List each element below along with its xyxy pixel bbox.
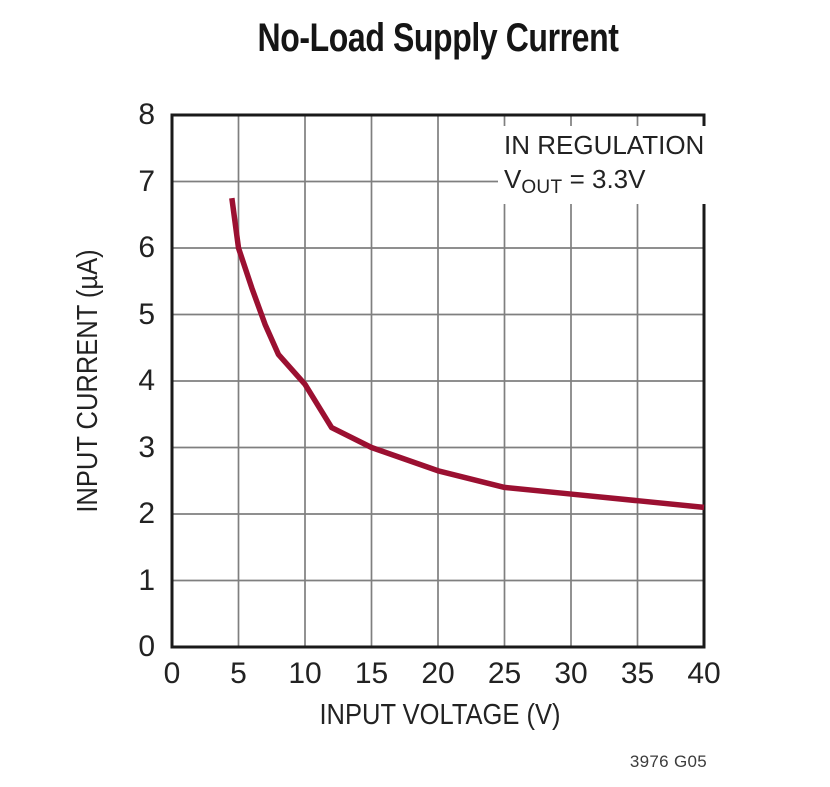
annotation-line-vout: VOUT = 3.3V [504, 162, 704, 200]
x-axis-label: INPUT VOLTAGE (V) [319, 699, 561, 731]
y-tick-label: 3 [138, 430, 155, 464]
supply-current-curve [229, 197, 705, 511]
y-tick-label: 0 [138, 630, 155, 663]
y-tick-label: 7 [138, 164, 155, 198]
y-tick-label: 6 [138, 231, 155, 264]
x-tick-label: 30 [554, 657, 588, 690]
x-tick-label: 0 [163, 657, 181, 690]
figure-code: 3976 G05 [629, 752, 707, 771]
annotation-box: IN REGULATION VOUT = 3.3V [498, 126, 713, 204]
vout-symbol: V [504, 164, 522, 194]
plot-frame [170, 113, 706, 649]
y-tick-label: 8 [138, 98, 155, 131]
chart-title: No-Load Supply Current [257, 16, 619, 60]
vout-subscript: OUT [521, 177, 563, 198]
y-tick-label: 2 [138, 497, 155, 530]
vout-value: = 3.3V [562, 164, 646, 194]
x-tick-label: 25 [487, 657, 522, 690]
y-tick-label: 5 [138, 297, 155, 331]
y-tick-label: 1 [138, 563, 155, 597]
x-tick-label: 5 [230, 657, 247, 690]
annotation-line-regulation: IN REGULATION [504, 130, 705, 160]
x-tick-label: 35 [620, 657, 655, 690]
x-tick-label: 10 [288, 657, 322, 690]
x-tick-label: 15 [354, 657, 389, 690]
x-tick-label: 20 [421, 657, 455, 690]
y-tick-label: 4 [138, 364, 155, 397]
x-tick-label: 40 [687, 657, 721, 690]
